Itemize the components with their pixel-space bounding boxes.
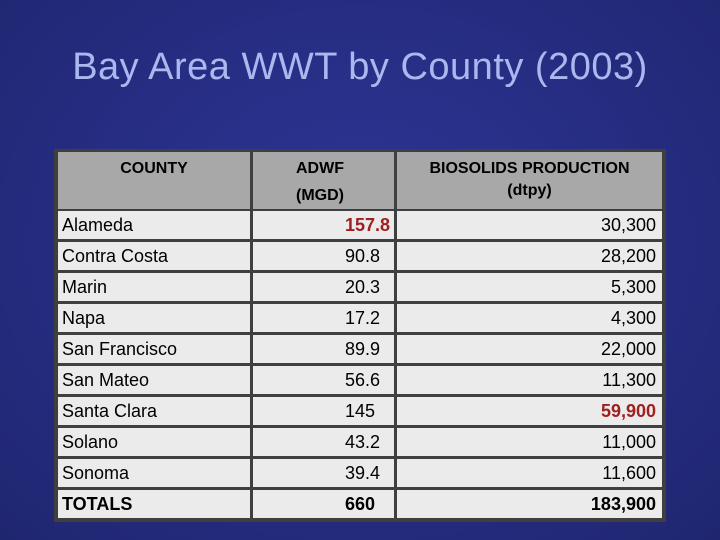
biosolids-cell: 11,300: [397, 366, 662, 394]
county-cell: Sonoma: [58, 459, 250, 487]
table-row-napa: Napa 17.2 4,300: [58, 304, 662, 332]
adwf-cell: 89.9: [253, 335, 394, 363]
totals-adwf-cell: 660: [253, 490, 394, 518]
county-cell: Santa Clara: [58, 397, 250, 425]
header-adwf-line2: (MGD): [296, 187, 344, 204]
adwf-cell: 90.8: [253, 242, 394, 270]
county-cell: Solano: [58, 428, 250, 456]
table-row-san-francisco: San Francisco 89.9 22,000: [58, 335, 662, 363]
county-cell: Marin: [58, 273, 250, 301]
table-row-alameda: Alameda 157.8 30,300: [58, 211, 662, 239]
adwf-cell: 145: [253, 397, 394, 425]
biosolids-cell-highlighted: 59,900: [397, 397, 662, 425]
table-body: Alameda 157.8 30,300 Contra Costa 90.8 2…: [58, 211, 662, 518]
biosolids-cell: 28,200: [397, 242, 662, 270]
adwf-cell: 17.2: [253, 304, 394, 332]
page-title: Bay Area WWT by County (2003): [72, 46, 648, 88]
table-row-marin: Marin 20.3 5,300: [58, 273, 662, 301]
header-biosolids: BIOSOLIDS PRODUCTION (dtpy): [397, 152, 662, 209]
biosolids-cell: 30,300: [397, 211, 662, 239]
county-cell: San Francisco: [58, 335, 250, 363]
wwt-table: COUNTY ADWF (MGD) BIOSOLIDS PRODUCTION (…: [54, 149, 666, 522]
adwf-cell: 20.3: [253, 273, 394, 301]
adwf-cell: 39.4: [253, 459, 394, 487]
table-row-contra-costa: Contra Costa 90.8 28,200: [58, 242, 662, 270]
adwf-cell-highlighted: 157.8: [253, 211, 394, 239]
header-adwf: ADWF (MGD): [253, 152, 394, 209]
header-biosolids-line1: BIOSOLIDS PRODUCTION: [429, 160, 630, 177]
totals-label-cell: TOTALS: [58, 490, 250, 518]
biosolids-cell: 22,000: [397, 335, 662, 363]
header-biosolids-line2: (dtpy): [507, 182, 552, 199]
table-row-totals: TOTALS 660 183,900: [58, 490, 662, 518]
county-cell: Alameda: [58, 211, 250, 239]
county-cell: Napa: [58, 304, 250, 332]
biosolids-cell: 11,600: [397, 459, 662, 487]
table-row-sonoma: Sonoma 39.4 11,600: [58, 459, 662, 487]
biosolids-cell: 11,000: [397, 428, 662, 456]
totals-biosolids-cell: 183,900: [397, 490, 662, 518]
header-county: COUNTY: [58, 152, 250, 209]
header-adwf-line1: ADWF: [296, 160, 344, 177]
biosolids-cell: 4,300: [397, 304, 662, 332]
adwf-cell: 56.6: [253, 366, 394, 394]
county-cell: San Mateo: [58, 366, 250, 394]
table-row-santa-clara: Santa Clara 145 59,900: [58, 397, 662, 425]
biosolids-cell: 5,300: [397, 273, 662, 301]
table-row-san-mateo: San Mateo 56.6 11,300: [58, 366, 662, 394]
county-cell: Contra Costa: [58, 242, 250, 270]
table-row-solano: Solano 43.2 11,000: [58, 428, 662, 456]
adwf-cell: 43.2: [253, 428, 394, 456]
